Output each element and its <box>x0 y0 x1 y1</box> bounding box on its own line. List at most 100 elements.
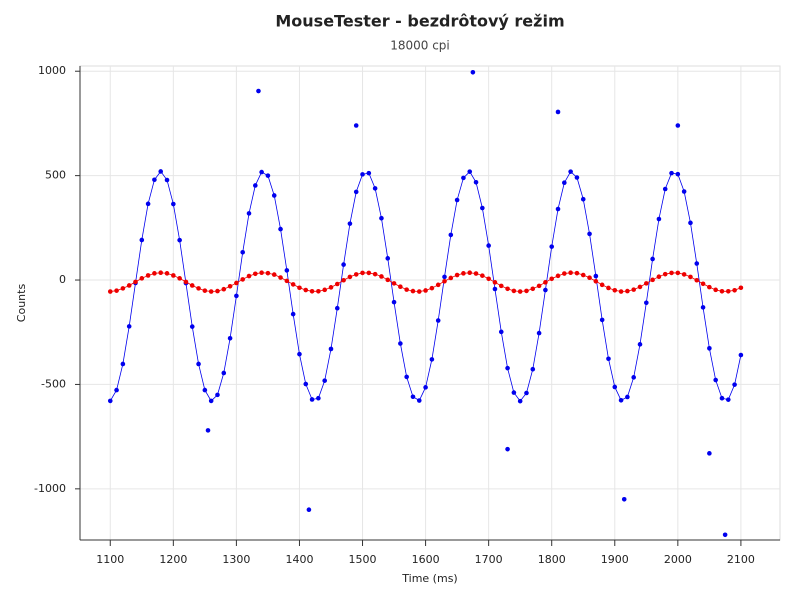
y-tick-label: 1000 <box>38 64 66 77</box>
point <box>568 169 573 174</box>
point <box>631 375 636 380</box>
point <box>253 271 258 277</box>
point <box>189 283 195 288</box>
point <box>334 305 340 311</box>
point <box>593 273 599 279</box>
point <box>189 324 195 329</box>
point <box>618 289 624 294</box>
point <box>372 271 378 277</box>
point <box>290 282 296 287</box>
y-tick-label: -500 <box>41 377 66 390</box>
point <box>202 288 208 293</box>
point <box>524 390 529 396</box>
point <box>543 287 548 293</box>
point <box>656 216 662 222</box>
point <box>271 193 277 198</box>
point <box>177 237 182 243</box>
point <box>498 329 504 335</box>
point <box>297 285 302 291</box>
x-tick-label: 1400 <box>285 553 313 566</box>
point <box>505 446 510 452</box>
point <box>145 201 151 207</box>
point <box>593 278 599 284</box>
point <box>347 221 353 226</box>
point <box>644 300 649 306</box>
point <box>492 280 498 285</box>
point <box>303 381 309 387</box>
point <box>738 285 744 291</box>
point <box>486 276 491 282</box>
point <box>404 374 409 380</box>
point <box>410 288 416 294</box>
point <box>568 270 573 276</box>
point <box>246 273 252 279</box>
y-tick-label: 0 <box>59 273 66 286</box>
point <box>234 280 239 286</box>
point <box>700 281 706 287</box>
point <box>442 278 447 284</box>
point <box>145 273 151 278</box>
point <box>416 289 422 294</box>
point <box>492 286 498 292</box>
point <box>574 270 580 276</box>
point <box>114 387 119 393</box>
point <box>391 281 397 286</box>
point <box>688 220 693 226</box>
point <box>202 387 208 393</box>
point <box>107 398 113 404</box>
point <box>549 276 555 282</box>
point <box>722 532 728 538</box>
point <box>442 274 447 280</box>
point <box>221 286 227 292</box>
point <box>461 175 466 181</box>
point <box>675 171 681 177</box>
point <box>606 356 611 362</box>
point <box>530 366 536 372</box>
point <box>353 272 359 277</box>
point <box>183 279 189 285</box>
point <box>580 196 586 202</box>
point <box>650 256 655 262</box>
point <box>240 249 246 255</box>
point <box>713 377 718 383</box>
point <box>473 271 479 276</box>
point <box>366 270 372 276</box>
point <box>309 397 315 402</box>
point <box>398 284 403 290</box>
point <box>454 197 460 203</box>
point <box>423 288 428 293</box>
chart-title: MouseTester - bezdrôtový režim <box>275 12 564 31</box>
x-tick-label: 1600 <box>412 553 440 566</box>
point <box>599 282 605 288</box>
point <box>196 286 201 291</box>
point <box>164 271 170 276</box>
point <box>536 283 542 289</box>
point <box>227 335 233 341</box>
point <box>259 270 264 276</box>
point <box>688 274 693 280</box>
point <box>416 398 422 403</box>
point <box>725 289 731 294</box>
point <box>470 69 476 75</box>
point <box>454 272 460 278</box>
point <box>725 397 731 402</box>
y-axis-label: Counts <box>15 284 28 323</box>
point <box>372 186 378 191</box>
point <box>253 183 258 188</box>
point <box>473 180 479 185</box>
point <box>669 270 674 276</box>
x-tick-label: 1200 <box>159 553 187 566</box>
point <box>284 268 290 273</box>
x-tick-label: 2100 <box>727 553 755 566</box>
point <box>650 277 655 283</box>
point <box>256 88 261 94</box>
point <box>177 276 182 281</box>
point <box>240 277 246 282</box>
point <box>517 289 523 294</box>
point <box>543 280 548 285</box>
point <box>164 177 170 183</box>
point <box>309 289 315 294</box>
point <box>700 305 706 310</box>
point <box>606 285 611 291</box>
